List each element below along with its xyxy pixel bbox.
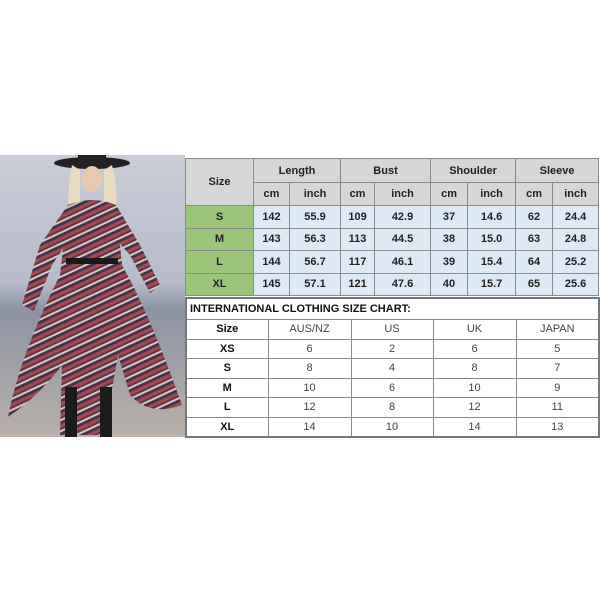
unit-inch: inch: [552, 182, 600, 206]
value-cell: 13: [515, 416, 600, 438]
value-cell: 6: [267, 338, 352, 359]
size-cell: M: [185, 377, 269, 398]
table-row: XS 6 2 6 5: [185, 338, 600, 359]
table-row: S 142 55.9 109 42.9 37 14.6 62 24.4: [185, 205, 600, 229]
value-cell: 14: [432, 416, 517, 438]
header-size: Size: [185, 319, 269, 340]
value-cell: 37: [430, 205, 469, 229]
size-cell: L: [185, 397, 269, 418]
value-cell: 55.9: [288, 205, 342, 229]
value-cell: 62: [515, 205, 554, 229]
size-cell: XL: [185, 416, 269, 438]
value-cell: 25.6: [552, 272, 600, 296]
value-cell: 145: [253, 272, 290, 296]
value-cell: 5: [515, 338, 600, 359]
value-cell: 15.7: [467, 272, 517, 296]
value-cell: 6: [432, 338, 517, 359]
size-cell: XS: [185, 338, 269, 359]
group-header-sleeve: Sleeve: [515, 158, 600, 183]
value-cell: 8: [267, 358, 352, 379]
value-cell: 10: [267, 377, 352, 398]
value-cell: 144: [253, 250, 290, 274]
size-cell: S: [185, 205, 254, 229]
value-cell: 2: [350, 338, 434, 359]
header-japan: JAPAN: [515, 319, 600, 340]
product-photo: [0, 155, 185, 437]
unit-inch: inch: [467, 182, 517, 206]
value-cell: 24.8: [552, 227, 600, 251]
size-cell: XL: [185, 272, 254, 296]
value-cell: 12: [432, 397, 517, 418]
international-size-table: INTERNATIONAL CLOTHING SIZE CHART: Size …: [185, 297, 600, 438]
value-cell: 6: [350, 377, 434, 398]
unit-inch: inch: [374, 182, 432, 206]
value-cell: 121: [340, 272, 376, 296]
value-cell: 14.6: [467, 205, 517, 229]
unit-cm: cm: [340, 182, 376, 206]
value-cell: 8: [432, 358, 517, 379]
international-title: INTERNATIONAL CLOTHING SIZE CHART:: [185, 297, 600, 320]
value-cell: 25.2: [552, 250, 600, 274]
value-cell: 42.9: [374, 205, 432, 229]
value-cell: 46.1: [374, 250, 432, 274]
value-cell: 10: [350, 416, 434, 438]
header-uk: UK: [432, 319, 517, 340]
value-cell: 38: [430, 227, 469, 251]
unit-cm: cm: [430, 182, 469, 206]
table-row: L 144 56.7 117 46.1 39 15.4 64 25.2: [185, 250, 600, 274]
value-cell: 56.7: [288, 250, 342, 274]
group-header-bust: Bust: [340, 158, 432, 183]
header-aus-nz: AUS/NZ: [267, 319, 352, 340]
size-cell: S: [185, 358, 269, 379]
value-cell: 24.4: [552, 205, 600, 229]
value-cell: 64: [515, 250, 554, 274]
value-cell: 109: [340, 205, 376, 229]
table-row: XL 14 10 14 13: [185, 416, 600, 438]
unit-cm: cm: [515, 182, 554, 206]
value-cell: 47.6: [374, 272, 432, 296]
value-cell: 12: [267, 397, 352, 418]
size-header: Size: [185, 158, 254, 206]
value-cell: 40: [430, 272, 469, 296]
value-cell: 113: [340, 227, 376, 251]
value-cell: 57.1: [288, 272, 342, 296]
unit-inch: inch: [288, 182, 342, 206]
value-cell: 63: [515, 227, 554, 251]
group-header-shoulder: Shoulder: [430, 158, 517, 183]
table-row: XL 145 57.1 121 47.6 40 15.7 65 25.6: [185, 272, 600, 296]
value-cell: 10: [432, 377, 517, 398]
size-cell: M: [185, 227, 254, 251]
table-row: M 10 6 10 9: [185, 377, 600, 398]
value-cell: 143: [253, 227, 290, 251]
value-cell: 117: [340, 250, 376, 274]
value-cell: 14: [267, 416, 352, 438]
value-cell: 15.0: [467, 227, 517, 251]
unit-cm: cm: [253, 182, 290, 206]
header-us: US: [350, 319, 434, 340]
measurement-table: Size Length Bust Shoulder Sleeve cm inch…: [185, 158, 600, 296]
table-row: L 12 8 12 11: [185, 397, 600, 418]
table-row: M 143 56.3 113 44.5 38 15.0 63 24.8: [185, 227, 600, 251]
group-header-length: Length: [252, 158, 342, 183]
value-cell: 39: [430, 250, 469, 274]
value-cell: 142: [253, 205, 290, 229]
value-cell: 15.4: [467, 250, 517, 274]
value-cell: 65: [515, 272, 554, 296]
value-cell: 9: [515, 377, 600, 398]
value-cell: 11: [515, 397, 600, 418]
value-cell: 4: [350, 358, 434, 379]
size-cell: L: [185, 250, 254, 274]
value-cell: 7: [515, 358, 600, 379]
value-cell: 56.3: [288, 227, 342, 251]
value-cell: 8: [350, 397, 434, 418]
value-cell: 44.5: [374, 227, 432, 251]
